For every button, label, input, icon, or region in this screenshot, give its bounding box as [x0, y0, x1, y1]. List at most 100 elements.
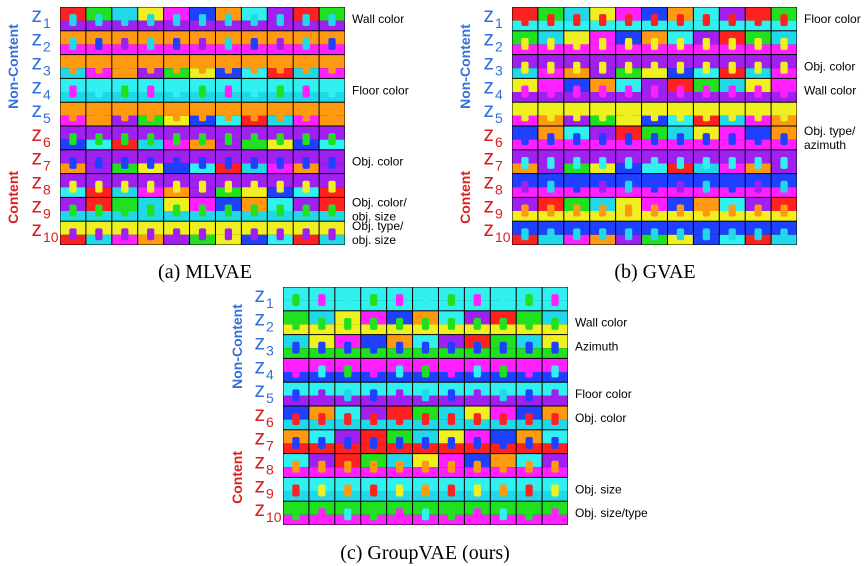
row-subscript: 3: [266, 343, 274, 359]
image-object: [199, 157, 206, 169]
row-label: z: [32, 4, 43, 27]
image-object: [526, 508, 533, 520]
image-object: [251, 14, 258, 26]
image-object: [318, 342, 325, 354]
image-object: [422, 294, 429, 306]
image-object: [703, 62, 710, 74]
row-label: z: [484, 123, 495, 146]
annotation: Wall color: [804, 83, 856, 97]
image-object: [599, 205, 606, 217]
image-object: [147, 181, 154, 193]
image-object: [651, 14, 658, 26]
image-object: [147, 86, 154, 98]
image-object: [551, 294, 558, 306]
image-object: [396, 437, 403, 449]
image-object: [396, 366, 403, 378]
image-object: [251, 157, 258, 169]
image-object: [277, 38, 284, 50]
image-object: [318, 461, 325, 473]
image-object: [344, 318, 351, 330]
row-subscript: 9: [495, 205, 503, 221]
row-subscript: 2: [495, 39, 503, 55]
image-object: [547, 62, 554, 74]
image-object: [173, 133, 180, 145]
image-object: [396, 389, 403, 401]
image-object: [173, 38, 180, 50]
image-object: [422, 342, 429, 354]
row-label: z: [32, 147, 43, 170]
row-label: z: [484, 171, 495, 194]
image-object: [677, 86, 684, 98]
image-object: [370, 318, 377, 330]
image-object: [780, 205, 787, 217]
annotation: Obj. size: [575, 482, 622, 496]
row-label: z: [32, 52, 43, 75]
image-object: [500, 318, 507, 330]
image-object: [370, 342, 377, 354]
image-object: [755, 228, 762, 240]
image-object: [500, 366, 507, 378]
image-object: [303, 109, 310, 121]
row-subscript: 7: [495, 158, 503, 174]
image-object: [225, 133, 232, 145]
image-object: [551, 461, 558, 473]
image-object: [95, 133, 102, 145]
image-object: [199, 133, 206, 145]
image-object: [225, 86, 232, 98]
image-object: [573, 38, 580, 50]
image-object: [729, 228, 736, 240]
row-label: z: [255, 379, 266, 402]
image-object: [69, 38, 76, 50]
image-object: [95, 205, 102, 217]
image-object: [521, 14, 528, 26]
row-label: z: [32, 28, 43, 51]
image-object: [69, 14, 76, 26]
row-label: z: [255, 355, 266, 378]
image-object: [677, 14, 684, 26]
image-object: [277, 205, 284, 217]
annotation: Floor color: [804, 12, 861, 26]
row-subscript: 2: [266, 319, 274, 335]
image-object: [729, 157, 736, 169]
row-label: z: [484, 75, 495, 98]
annotation: obj. size: [352, 233, 396, 247]
row-subscript: 8: [266, 462, 274, 478]
image-object: [625, 133, 632, 145]
image-object: [173, 228, 180, 240]
image-object: [677, 62, 684, 74]
image-object: [599, 38, 606, 50]
image-object: [625, 14, 632, 26]
image-object: [95, 228, 102, 240]
image-object: [780, 86, 787, 98]
image-object: [147, 109, 154, 121]
image-object: [69, 181, 76, 193]
image-object: [328, 181, 335, 193]
annotation: Wall color: [575, 316, 627, 330]
image-object: [303, 62, 310, 74]
image-object: [551, 389, 558, 401]
image-object: [703, 157, 710, 169]
image-object: [729, 62, 736, 74]
image-object: [521, 62, 528, 74]
image-object: [651, 157, 658, 169]
image-object: [547, 38, 554, 50]
image-object: [344, 437, 351, 449]
image-object: [303, 14, 310, 26]
image-object: [318, 318, 325, 330]
image-object: [292, 413, 299, 425]
image-object: [344, 294, 351, 306]
image-object: [651, 86, 658, 98]
image-object: [474, 366, 481, 378]
caption: (a) MLVAE: [158, 261, 252, 283]
image-object: [729, 109, 736, 121]
image-object: [521, 38, 528, 50]
image-object: [318, 413, 325, 425]
group-label: Content: [229, 451, 245, 504]
row-subscript: 1: [266, 295, 274, 311]
row-label: z: [255, 451, 266, 474]
image-object: [277, 133, 284, 145]
row-label: z: [484, 52, 495, 75]
image-object: [173, 109, 180, 121]
image-object: [173, 62, 180, 74]
image-object: [199, 109, 206, 121]
